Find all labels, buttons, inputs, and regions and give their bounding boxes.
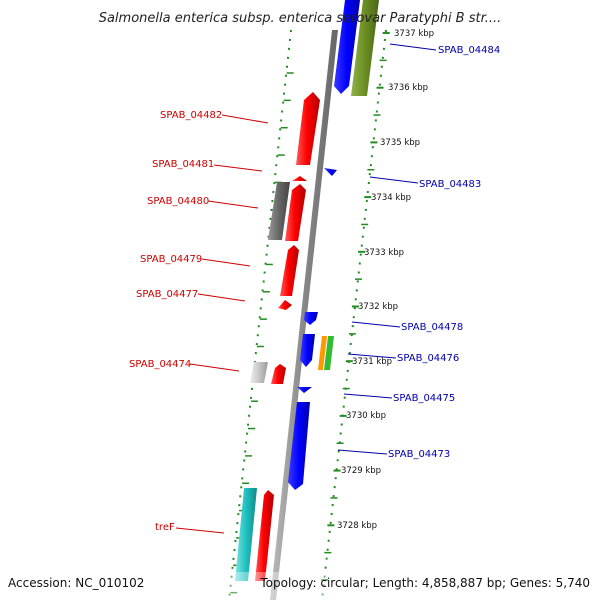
tick-label-3733: 3733 kbp <box>364 248 404 258</box>
gene-spab-04475[interactable] <box>297 387 312 393</box>
gene-label-spab-04475[interactable]: SPAB_04475 <box>393 393 455 404</box>
gene-spab-04484-blue[interactable] <box>334 0 360 94</box>
tick-label-3732: 3732 kbp <box>358 302 398 312</box>
genome-title: Salmonella enterica subsp. enterica sero… <box>99 11 502 26</box>
leader-tref <box>175 527 225 534</box>
gene-spab-04484-olive[interactable] <box>351 0 379 96</box>
gene-spab-04478[interactable] <box>304 312 318 325</box>
gene-spab-04476-green[interactable] <box>324 336 334 370</box>
leader-spab-04475 <box>343 393 393 399</box>
tick-label-3729: 3729 kbp <box>341 466 381 476</box>
outer-track-boundary <box>321 29 387 600</box>
gene-spab-04474-lightgray[interactable] <box>250 362 268 383</box>
leader-spab-04480 <box>207 200 259 209</box>
leader-spab-04483 <box>369 176 419 184</box>
inner-track-boundary <box>228 29 292 600</box>
gene-tref-cyan[interactable] <box>235 488 257 581</box>
gene-spab-04479[interactable] <box>280 245 299 296</box>
genome-stats-text: Topology: circular; Length: 4,858,887 bp… <box>259 576 590 590</box>
gene-spab-04481[interactable] <box>292 176 307 181</box>
leader-spab-04481 <box>213 164 263 172</box>
tick-label-3737: 3737 kbp <box>394 29 434 39</box>
gene-tref-red[interactable] <box>255 490 274 581</box>
tick-label-3734: 3734 kbp <box>371 193 411 203</box>
gene-spab-04477[interactable] <box>278 300 292 310</box>
gene-label-spab-04479[interactable]: SPAB_04479 <box>140 254 202 265</box>
gene-label-spab-04481[interactable]: SPAB_04481 <box>152 159 214 170</box>
gene-spab-04483[interactable] <box>324 168 337 176</box>
tick-label-3735: 3735 kbp <box>380 138 420 148</box>
tick-label-3728: 3728 kbp <box>337 521 377 531</box>
leader-spab-04473 <box>337 449 388 455</box>
tick-label-3730: 3730 kbp <box>346 411 386 421</box>
footer-background <box>0 572 600 600</box>
gene-label-spab-04478[interactable]: SPAB_04478 <box>401 322 463 333</box>
gene-label-spab-04473[interactable]: SPAB_04473 <box>388 449 450 460</box>
leader-spab-04482 <box>221 114 269 124</box>
gene-label-spab-04477[interactable]: SPAB_04477 <box>136 289 198 300</box>
gene-spab-04480-gray[interactable] <box>268 182 290 240</box>
gene-spab-04480-red[interactable] <box>285 184 306 241</box>
gene-spab-04476-orange[interactable] <box>318 336 327 370</box>
leader-spab-04478 <box>351 321 401 328</box>
gene-spab-04482[interactable] <box>296 92 320 165</box>
gene-label-spab-04482[interactable]: SPAB_04482 <box>160 110 222 121</box>
gene-spab-04474-red[interactable] <box>271 364 286 384</box>
leader-spab-04484 <box>389 43 437 51</box>
gene-label-spab-04484[interactable]: SPAB_04484 <box>438 45 500 56</box>
tick-label-3731: 3731 kbp <box>352 357 392 367</box>
gene-label-tref[interactable]: treF <box>155 522 175 533</box>
leader-spab-04479 <box>201 258 251 267</box>
gene-spab-04476-blue[interactable] <box>300 334 315 367</box>
gene-label-spab-04474[interactable]: SPAB_04474 <box>129 359 191 370</box>
tick-label-3736: 3736 kbp <box>388 83 428 93</box>
gene-label-spab-04480[interactable]: SPAB_04480 <box>147 196 209 207</box>
leader-spab-04474 <box>189 363 240 372</box>
leader-spab-04477 <box>197 293 246 302</box>
gene-label-spab-04483[interactable]: SPAB_04483 <box>419 179 481 190</box>
genome-axis <box>270 30 338 600</box>
gene-spab-04473[interactable] <box>288 402 310 490</box>
gene-label-spab-04476[interactable]: SPAB_04476 <box>397 353 459 364</box>
accession-text: Accession: NC_010102 <box>8 576 144 590</box>
leader-spab-04476 <box>347 353 397 359</box>
